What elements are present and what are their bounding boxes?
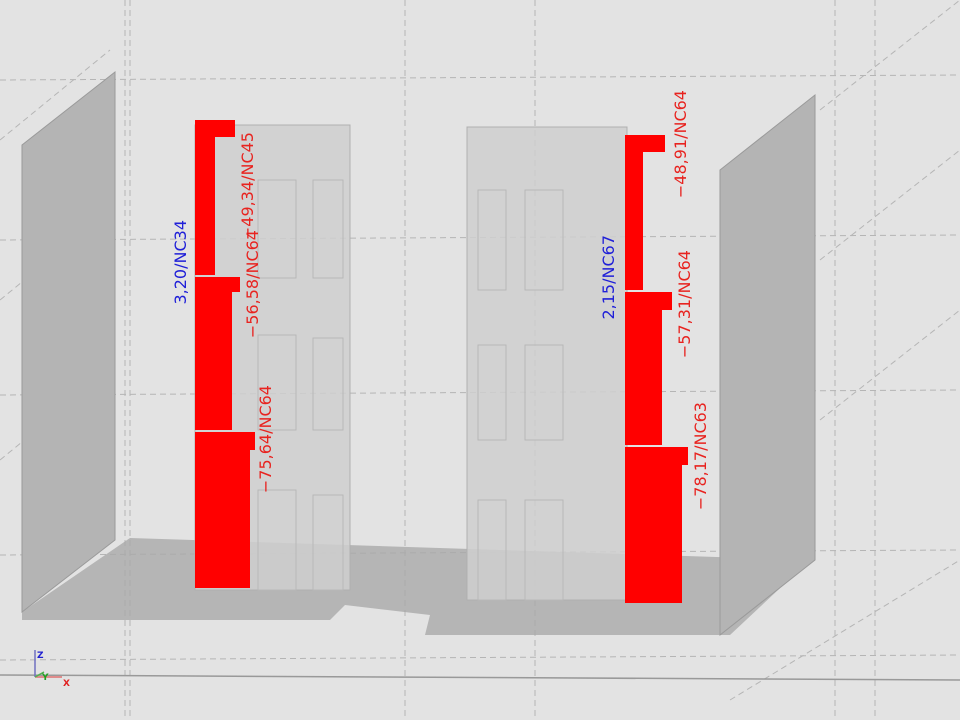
right-result-segment-middle <box>625 292 672 445</box>
z-axis-label: Z <box>37 651 44 661</box>
left-max-label: 3,20/NC34 <box>171 220 190 305</box>
right-max-label: 2,15/NC67 <box>599 235 618 320</box>
left-result-segment-top <box>195 120 235 275</box>
y-axis-label: Y <box>41 673 49 683</box>
left-middle-label: −56,58/NC64 <box>243 230 262 338</box>
right-panel[interactable] <box>466 126 628 601</box>
right-openings <box>477 189 564 601</box>
left-top-label: −49,34/NC45 <box>238 132 257 240</box>
axis-triad: Z Y X <box>34 650 70 689</box>
left-bottom-label: −75,64/NC64 <box>256 385 275 493</box>
right-result-diagram[interactable] <box>625 135 688 603</box>
left-result-diagram[interactable] <box>195 120 255 588</box>
floor-slab[interactable] <box>22 538 810 635</box>
x-axis-label: X <box>63 679 70 689</box>
right-bottom-label: −78,17/NC63 <box>691 402 710 510</box>
left-result-segment-bottom <box>195 432 255 588</box>
right-result-segment-top <box>625 135 665 290</box>
left-openings <box>257 179 344 591</box>
right-result-segment-bottom <box>625 447 688 603</box>
base-line <box>0 674 960 681</box>
right-outer-wall[interactable] <box>719 93 816 637</box>
left-result-segment-middle <box>195 277 240 430</box>
right-top-label: −48,91/NC64 <box>671 90 690 198</box>
right-middle-label: −57,31/NC64 <box>675 250 694 358</box>
left-outer-wall[interactable] <box>21 70 116 614</box>
